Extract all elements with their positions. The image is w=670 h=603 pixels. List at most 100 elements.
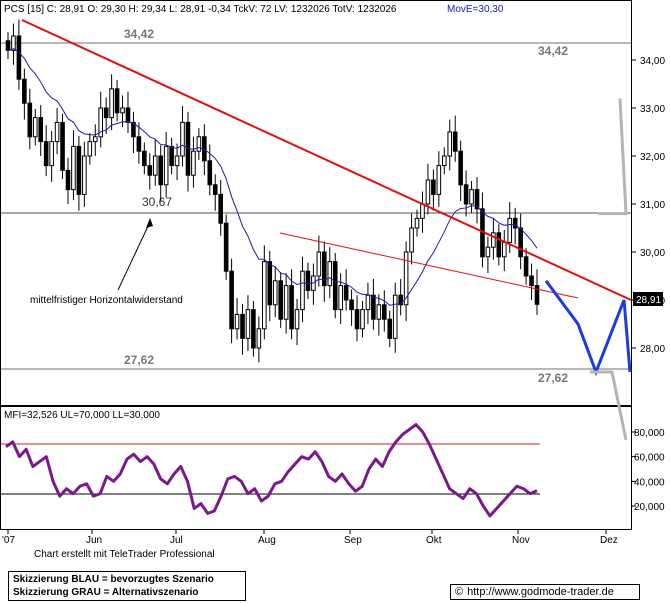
candle-body [491, 232, 496, 248]
candle-body [458, 150, 463, 186]
candle-body [349, 299, 354, 311]
legend-line-gray: Skizzierung GRAU = Alternativszenario [13, 587, 199, 598]
x-axis-tick-label: Nov [512, 535, 530, 546]
lower-trend-line [279, 232, 579, 299]
candle-body [196, 136, 202, 152]
candle-body [327, 261, 333, 287]
candle-body [403, 251, 409, 306]
candle-body [65, 169, 71, 191]
resistance-arrow-head [146, 218, 153, 228]
candle-body [272, 280, 278, 306]
candle-body [305, 270, 311, 291]
candle-body [496, 232, 502, 258]
main-downtrend-line [21, 19, 632, 301]
candle-body [392, 294, 398, 339]
candle-body [447, 131, 453, 157]
candle-body [174, 155, 180, 167]
price-y-tick-label: 30,00 [640, 248, 665, 259]
level-label-low-left: 27,62 [124, 353, 154, 367]
mfi-y-tick-label: 40,000 [634, 477, 665, 488]
price-y-tick-label: 31,00 [640, 200, 665, 211]
candle-body [469, 189, 474, 205]
mfi-y-tick-label: 80,000 [634, 428, 665, 439]
x-axis: '07 Jun Jul Aug Sep Okt Nov Dez [2, 529, 618, 546]
footer-credit: Chart erstellt mit TeleTrader Profession… [34, 549, 215, 560]
last-price-tag-bg [633, 292, 663, 306]
candle-body [120, 107, 125, 114]
candle-body [414, 217, 420, 229]
candle-body [76, 145, 82, 195]
candle-body [507, 217, 513, 243]
mfi-line [5, 423, 538, 518]
resistance-arrow-line [117, 221, 151, 291]
source-url-box[interactable]: © http://www.godmode-trader.de [450, 584, 640, 600]
x-axis-tick-label: Sep [344, 535, 362, 546]
candle-body [245, 309, 251, 339]
candle-body [300, 270, 305, 311]
candle-body [98, 107, 104, 138]
candle-body [452, 131, 458, 152]
candle-body [163, 145, 169, 186]
candle-body [158, 155, 164, 186]
candle-body [343, 285, 349, 301]
scenario-group [544, 98, 632, 441]
candle-body [5, 40, 11, 51]
moving-average-label: MovE=30,30 [447, 4, 504, 15]
candle-body [534, 285, 540, 305]
candle-body [376, 304, 382, 320]
candle-body [262, 261, 267, 330]
candle-body [114, 88, 120, 114]
candle-body [169, 145, 174, 167]
candle-body [338, 285, 343, 311]
mfi-y-tick-label: 20,000 [634, 502, 665, 513]
candle-body [278, 280, 283, 320]
candle-body [529, 275, 534, 287]
candle-body [294, 309, 300, 330]
source-url[interactable]: http://www.godmode-trader.de [467, 586, 614, 598]
candle-body [234, 313, 240, 330]
x-axis-tick-label: Jun [86, 535, 102, 546]
copyright-icon: © [455, 586, 464, 598]
candle-body [463, 184, 469, 205]
candle-body [365, 294, 371, 311]
price-y-tick-label: 32,00 [640, 152, 665, 163]
candle-body [420, 203, 425, 219]
x-axis-tick-label: Okt [426, 535, 442, 546]
candle-body [240, 313, 245, 339]
x-axis-tick-label: Jul [170, 535, 183, 546]
x-axis-tick-label: Aug [258, 535, 276, 546]
candle-body [142, 150, 147, 167]
legend-line-blue: Skizzierung BLAU = bevorzugtes Szenario [13, 574, 214, 585]
candle-body [322, 251, 327, 287]
candle-body [474, 189, 480, 210]
price-y-tick-label: 33,00 [640, 104, 665, 115]
candle-body [485, 246, 491, 258]
candle-body [43, 141, 49, 167]
mfi-line-group [5, 423, 538, 518]
candle-body [398, 294, 403, 306]
candle-body [71, 145, 76, 191]
price-panel-frame [0, 0, 632, 406]
candle-body [136, 136, 142, 152]
moving-average-line [7, 48, 538, 306]
candle-body [109, 88, 114, 119]
level-label-high-right: 34,42 [538, 44, 568, 58]
candle-body [425, 179, 431, 205]
candle-body [436, 165, 442, 195]
scenario-gray-upper [598, 98, 628, 216]
candle-body [125, 107, 131, 123]
candle-body [103, 107, 109, 119]
candle-body [283, 285, 289, 320]
candle-body [218, 193, 223, 224]
resistance-note: mittelfristiger Horizontalwiderstand [30, 295, 183, 306]
candle-body [27, 102, 33, 138]
candle-body [54, 121, 60, 143]
candle-body [523, 256, 529, 277]
price-y-tick-label: 28,00 [640, 344, 665, 355]
moving-average-group [7, 48, 538, 306]
candle-body [381, 304, 387, 320]
candle-body [316, 251, 322, 277]
candle-body [82, 155, 87, 195]
candle-body [229, 270, 234, 330]
